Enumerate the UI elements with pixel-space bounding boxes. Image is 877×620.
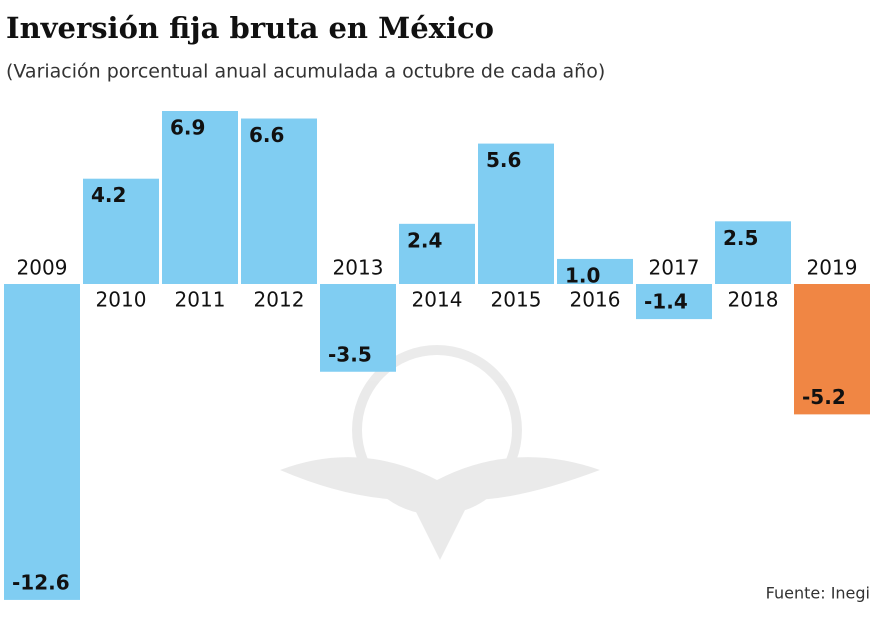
x-tick-label: 2012: [254, 288, 305, 312]
x-tick-label: 2010: [96, 288, 147, 312]
bar: [320, 284, 396, 372]
value-label: 6.9: [170, 116, 205, 140]
x-tick-label: 2014: [412, 288, 463, 312]
x-tick-label: 2019: [807, 256, 858, 280]
bar: [4, 284, 80, 600]
value-label: -1.4: [644, 290, 688, 314]
bar: [636, 284, 712, 320]
bar: [162, 111, 238, 284]
value-label: 1.0: [565, 263, 600, 287]
x-tick-label: 2016: [570, 288, 621, 312]
value-label: 4.2: [91, 183, 126, 207]
chart-title: Inversión fija bruta en México: [6, 11, 494, 45]
bar: [715, 221, 791, 284]
bar: [557, 258, 633, 284]
watermark: [280, 345, 600, 560]
x-tick-label: 2009: [17, 256, 68, 280]
value-label: 6.6: [249, 123, 284, 147]
value-label: -3.5: [328, 342, 372, 366]
bar: [83, 178, 159, 284]
bar: [399, 223, 475, 284]
bar: [794, 284, 870, 415]
x-tick-label: 2011: [175, 288, 226, 312]
chart-subtitle: (Variación porcentual anual acumulada a …: [6, 61, 605, 83]
x-tick-label: 2017: [649, 256, 700, 280]
value-label: 2.5: [723, 226, 758, 250]
value-label: 5.6: [486, 148, 521, 172]
x-tick-label: 2018: [728, 288, 779, 312]
value-label: -5.2: [802, 385, 846, 409]
bar: [241, 118, 317, 285]
x-tick-label: 2013: [333, 256, 384, 280]
x-tick-label: 2015: [491, 288, 542, 312]
value-label: 2.4: [407, 228, 442, 252]
source: Fuente: Inegi: [766, 584, 870, 603]
bar: [478, 143, 554, 284]
value-label: -12.6: [12, 570, 70, 594]
